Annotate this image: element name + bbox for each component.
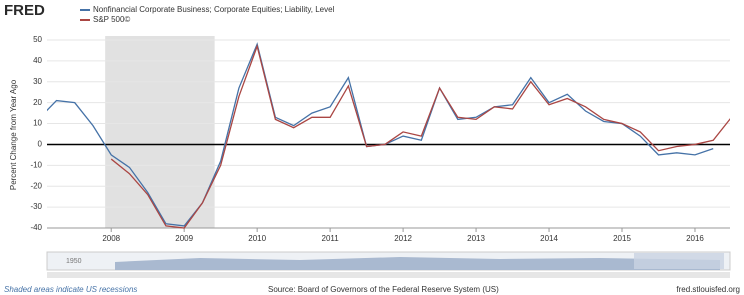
y-axis-label: Percent Change from Year Ago [9, 79, 18, 190]
x-tick-label: 2013 [467, 234, 485, 243]
x-tick-label: 2012 [394, 234, 412, 243]
legend-label: Nonfinancial Corporate Business; Corpora… [93, 5, 335, 14]
navigator-selection[interactable] [634, 253, 724, 269]
y-tick-label: 40 [33, 56, 42, 65]
footer-site: fred.stlouisfed.org [676, 285, 740, 294]
footer-source: Source: Board of Governors of the Federa… [268, 285, 499, 294]
plot-area [47, 42, 730, 229]
x-tick-label: 2010 [248, 234, 266, 243]
series-line [110, 44, 730, 229]
footer-note: Shaded areas indicate US recessions [4, 285, 137, 294]
x-tick-label: 2015 [613, 234, 631, 243]
y-tick-label: -10 [30, 160, 42, 169]
brand-logo[interactable]: FRED [4, 2, 45, 19]
x-tick-label: 2011 [322, 234, 340, 243]
x-tick-label: 2016 [686, 234, 704, 243]
y-tick-label: 10 [33, 119, 42, 128]
y-tick-label: 50 [33, 35, 42, 44]
y-tick-label: -20 [30, 181, 42, 190]
scrollbar[interactable] [47, 272, 730, 278]
legend-label: S&P 500© [93, 15, 130, 24]
navigator-area [115, 257, 720, 270]
navigator-label: 1950 [66, 258, 82, 265]
x-tick-label: 2014 [540, 234, 558, 243]
x-tick-label: 2008 [102, 234, 120, 243]
y-tick-label: 0 [38, 140, 43, 149]
x-tick-label: 2009 [175, 234, 193, 243]
y-tick-label: -40 [30, 223, 42, 232]
y-tick-label: -30 [30, 202, 42, 211]
recession-band [105, 36, 215, 228]
y-tick-label: 20 [33, 98, 42, 107]
y-tick-label: 30 [33, 77, 42, 86]
